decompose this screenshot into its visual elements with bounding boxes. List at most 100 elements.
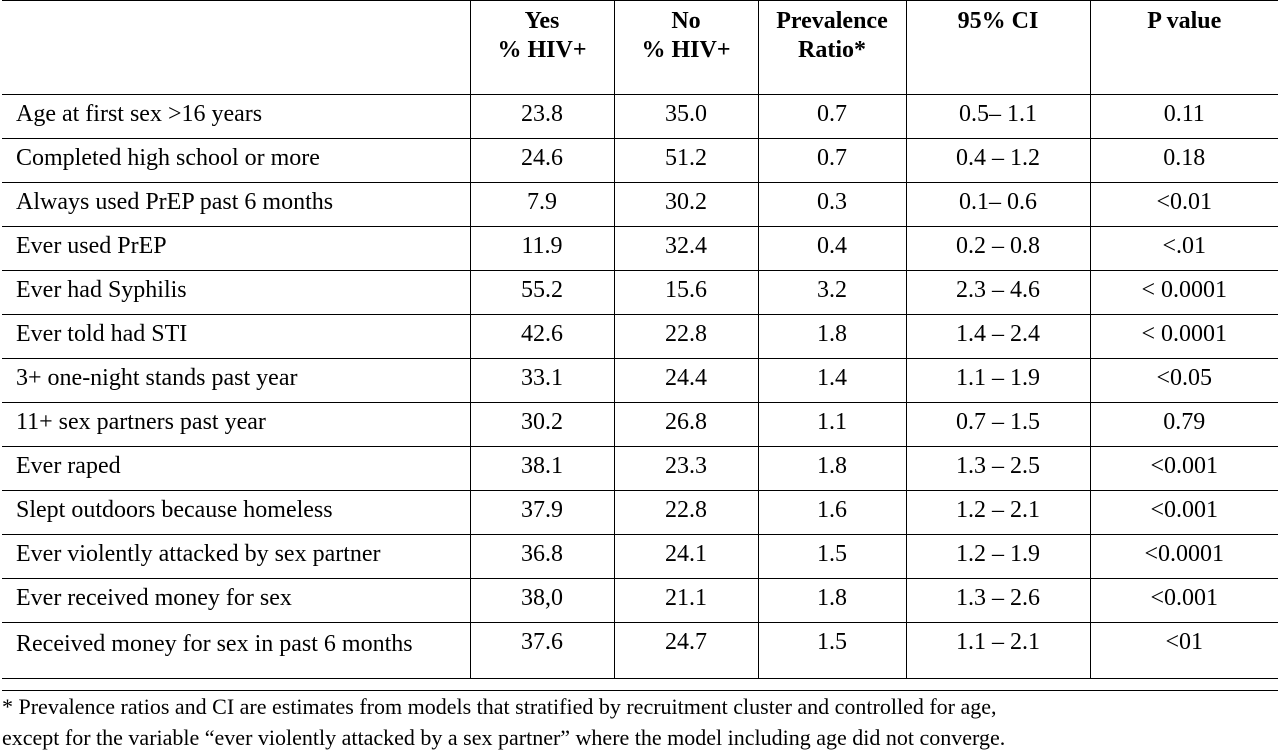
table-row: Ever received money for sex 38,0 21.1 1.8 1.…	[2, 578, 1278, 623]
header-prevalence-ratio: Prevalence Ratio*	[758, 0, 907, 95]
cell-pr: 3.2	[758, 270, 907, 315]
cell-variable: Completed high school or more	[2, 138, 471, 183]
cell-p: 0.18	[1090, 138, 1278, 183]
cell-pr: 1.8	[758, 578, 907, 623]
cell-yes: 38.1	[470, 446, 615, 491]
header-ci-line1: 95% CI	[957, 8, 1039, 34]
cell-yes: 37.9	[470, 490, 615, 535]
header-p-value: P value	[1090, 0, 1278, 95]
header-row: Yes % HIV+ No % HIV+ Prevalence Ratio* 9…	[2, 0, 1278, 95]
cell-no: 32.4	[614, 226, 759, 271]
cell-variable: Always used PrEP past 6 months	[2, 182, 471, 227]
cell-ci: 1.2 – 1.9	[906, 534, 1091, 579]
cell-variable: Ever violently attacked by sex partner	[2, 534, 471, 579]
header-variable	[2, 0, 471, 95]
table-row: 3+ one-night stands past year 33.1 24.4 1.4…	[2, 358, 1278, 403]
cell-variable: Received money for sex in past 6 months	[2, 622, 471, 679]
hiv-prevalence-table: Yes % HIV+ No % HIV+ Prevalence Ratio* 9…	[2, 0, 1278, 679]
table-body: Age at first sex >16 years 23.8 35.0 0.7 0.5…	[2, 94, 1278, 679]
cell-ci: 1.1 – 2.1	[906, 622, 1091, 679]
cell-yes: 37.6	[470, 622, 615, 679]
cell-pr: 1.4	[758, 358, 907, 403]
cell-no: 30.2	[614, 182, 759, 227]
cell-variable: Ever raped	[2, 446, 471, 491]
cell-ci: 0.7 – 1.5	[906, 402, 1091, 447]
cell-ci: 0.2 – 0.8	[906, 226, 1091, 271]
cell-no: 26.8	[614, 402, 759, 447]
header-p-line1: P value	[1147, 8, 1222, 34]
cell-p: <0.001	[1090, 578, 1278, 623]
cell-yes: 55.2	[470, 270, 615, 315]
header-pr-line1: Prevalence	[776, 8, 888, 34]
cell-variable: Ever used PrEP	[2, 226, 471, 271]
cell-variable: Ever received money for sex	[2, 578, 471, 623]
table-row: Ever violently attacked by sex partner 36…	[2, 534, 1278, 579]
cell-no: 22.8	[614, 314, 759, 359]
cell-p: <0.0001	[1090, 534, 1278, 579]
cell-p: 0.79	[1090, 402, 1278, 447]
cell-ci: 1.4 – 2.4	[906, 314, 1091, 359]
header-yes-line1: Yes	[524, 8, 560, 34]
cell-ci: 1.3 – 2.5	[906, 446, 1091, 491]
cell-pr: 1.8	[758, 314, 907, 359]
cell-yes: 7.9	[470, 182, 615, 227]
cell-ci: 1.2 – 2.1	[906, 490, 1091, 535]
cell-pr: 0.3	[758, 182, 907, 227]
table-footnote: * Prevalence ratios and CI are estimates…	[2, 690, 1278, 753]
cell-ci: 0.4 – 1.2	[906, 138, 1091, 183]
footnote-line1: * Prevalence ratios and CI are estimates…	[2, 694, 997, 719]
cell-pr: 0.7	[758, 138, 907, 183]
cell-p: <01	[1090, 622, 1278, 679]
table-row: Age at first sex >16 years 23.8 35.0 0.7 0.5…	[2, 94, 1278, 139]
cell-pr: 0.4	[758, 226, 907, 271]
cell-p: <0.05	[1090, 358, 1278, 403]
cell-yes: 38,0	[470, 578, 615, 623]
cell-pr: 1.8	[758, 446, 907, 491]
header-no: No % HIV+	[614, 0, 759, 95]
header-yes-line2: % HIV+	[497, 37, 587, 63]
cell-yes: 24.6	[470, 138, 615, 183]
cell-yes: 11.9	[470, 226, 615, 271]
header-yes: Yes % HIV+	[470, 0, 615, 95]
cell-p: <0.001	[1090, 490, 1278, 535]
cell-p: 0.11	[1090, 94, 1278, 139]
cell-variable: Ever had Syphilis	[2, 270, 471, 315]
table-row: 11+ sex partners past year 30.2 26.8 1.1 0.7…	[2, 402, 1278, 447]
header-ci: 95% CI	[906, 0, 1091, 95]
cell-yes: 30.2	[470, 402, 615, 447]
cell-no: 51.2	[614, 138, 759, 183]
cell-p: <.01	[1090, 226, 1278, 271]
cell-no: 24.4	[614, 358, 759, 403]
cell-pr: 0.7	[758, 94, 907, 139]
cell-variable: Age at first sex >16 years	[2, 94, 471, 139]
table-header: Yes % HIV+ No % HIV+ Prevalence Ratio* 9…	[2, 0, 1278, 95]
footnote-line2: except for the variable “ever violently …	[2, 725, 1006, 750]
table-row: Slept outdoors because homeless 37.9 22.8 1…	[2, 490, 1278, 535]
header-pr-line2: Ratio*	[798, 37, 866, 63]
table-row: Ever had Syphilis 55.2 15.6 3.2 2.3 – 4.6 < 0…	[2, 270, 1278, 315]
cell-no: 15.6	[614, 270, 759, 315]
cell-no: 23.3	[614, 446, 759, 491]
cell-no: 22.8	[614, 490, 759, 535]
cell-variable: Slept outdoors because homeless	[2, 490, 471, 535]
cell-no: 35.0	[614, 94, 759, 139]
cell-pr: 1.6	[758, 490, 907, 535]
cell-pr: 1.5	[758, 622, 907, 679]
cell-ci: 1.3 – 2.6	[906, 578, 1091, 623]
cell-p: <0.01	[1090, 182, 1278, 227]
cell-no: 24.7	[614, 622, 759, 679]
header-no-line2: % HIV+	[641, 37, 731, 63]
cell-yes: 42.6	[470, 314, 615, 359]
cell-pr: 1.1	[758, 402, 907, 447]
table-row: Ever used PrEP 11.9 32.4 0.4 0.2 – 0.8 <.01	[2, 226, 1278, 271]
cell-yes: 33.1	[470, 358, 615, 403]
cell-yes: 36.8	[470, 534, 615, 579]
header-no-line1: No	[671, 8, 701, 34]
cell-no: 24.1	[614, 534, 759, 579]
table-row: Received money for sex in past 6 months 3…	[2, 622, 1278, 679]
table-row: Ever raped 38.1 23.3 1.8 1.3 – 2.5 <0.001	[2, 446, 1278, 491]
cell-p: < 0.0001	[1090, 270, 1278, 315]
table-row: Ever told had STI 42.6 22.8 1.8 1.4 – 2.4 < 0…	[2, 314, 1278, 359]
cell-p: < 0.0001	[1090, 314, 1278, 359]
cell-variable: Ever told had STI	[2, 314, 471, 359]
